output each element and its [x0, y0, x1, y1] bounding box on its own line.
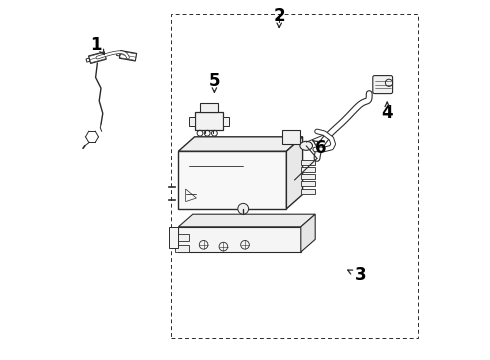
Circle shape	[238, 203, 248, 214]
Bar	[189, 117, 195, 126]
Bar	[282, 130, 300, 144]
Bar	[223, 117, 229, 126]
Bar	[200, 103, 218, 112]
Text: 4: 4	[381, 104, 393, 122]
FancyBboxPatch shape	[373, 76, 392, 94]
Polygon shape	[178, 137, 303, 151]
Polygon shape	[301, 214, 315, 252]
Text: 5: 5	[209, 72, 220, 90]
Ellipse shape	[300, 141, 313, 150]
Bar	[301, 174, 315, 179]
Bar	[301, 181, 315, 186]
Polygon shape	[286, 137, 303, 209]
Bar	[175, 245, 189, 252]
Bar	[195, 112, 223, 130]
Bar	[301, 167, 315, 172]
Polygon shape	[178, 214, 315, 227]
Text: 2: 2	[273, 7, 285, 25]
Polygon shape	[170, 227, 178, 248]
Polygon shape	[178, 151, 286, 209]
Bar	[175, 234, 189, 241]
Text: 3: 3	[354, 266, 366, 284]
Bar	[301, 160, 315, 165]
Polygon shape	[178, 227, 301, 252]
Text: 1: 1	[90, 36, 101, 54]
Text: 6: 6	[315, 139, 326, 157]
Bar	[301, 189, 315, 194]
